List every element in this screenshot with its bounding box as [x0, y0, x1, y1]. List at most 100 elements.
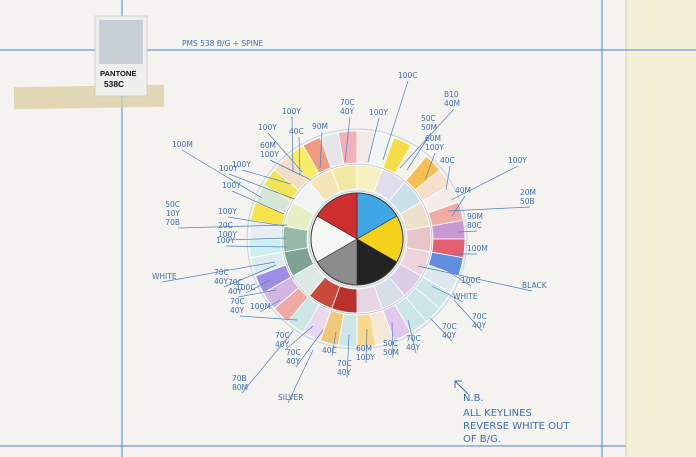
callout-leader	[453, 299, 483, 332]
side-panel	[626, 0, 696, 457]
callout-label: 100Y	[219, 164, 238, 173]
callout-label: 100M	[172, 140, 193, 149]
outer-ring	[248, 130, 466, 348]
callout-leader	[346, 334, 350, 379]
callout-leader	[259, 299, 281, 313]
nb-line-3: OF B/G.	[463, 434, 501, 445]
swatch-color	[99, 20, 143, 64]
callout-label: WHITE	[152, 272, 177, 281]
callout-leader	[223, 264, 277, 288]
callout-leader	[177, 224, 288, 229]
nb-label: N.B.	[463, 393, 484, 404]
color-wheel	[246, 128, 468, 350]
callout-label: 100M	[467, 244, 488, 253]
callout-label: 100Y	[232, 160, 251, 169]
callout-leader	[287, 349, 314, 404]
swatch-code: 538C	[104, 79, 124, 89]
callout-label: 20M 50B	[520, 188, 536, 206]
callout-leader	[451, 195, 466, 217]
callout-label: 90M	[312, 122, 328, 131]
callout-leader	[181, 149, 263, 199]
callout-leader	[319, 131, 323, 169]
callout-leader	[431, 285, 464, 303]
callout-leader	[225, 245, 288, 248]
callout-label: 60M 100Y	[260, 141, 279, 159]
callout-leader	[231, 190, 285, 215]
callout-leader	[269, 159, 312, 181]
callout-leader	[241, 169, 292, 185]
callout-leader	[298, 136, 301, 176]
nb-arrow-head	[454, 380, 462, 388]
callout-label: 50C 50M	[421, 114, 437, 132]
callout-label: SILVER	[278, 393, 303, 402]
callout-leader	[457, 230, 478, 233]
callout-leader	[417, 265, 533, 292]
callout-leader	[447, 206, 531, 212]
callout-leader	[227, 216, 285, 227]
callout-label: 100C	[461, 276, 481, 285]
callout-leader	[429, 317, 453, 342]
callout-leader	[237, 289, 277, 298]
callout-label: 100M	[250, 302, 271, 311]
callout-label: 40C	[289, 127, 304, 136]
callout-leader	[331, 331, 337, 357]
callout-leader	[245, 279, 271, 294]
nb-note: N.B. ALL KEYLINES REVERSE WHITE OUT OF B…	[454, 380, 570, 445]
callout-leader	[424, 152, 436, 181]
nb-arrow-shaft	[454, 380, 469, 395]
callout-leader	[284, 325, 314, 351]
callout-leader	[450, 165, 519, 201]
callout-label: 70B 80M	[232, 374, 248, 392]
callout-label: BLACK	[522, 281, 548, 290]
middle-ring	[282, 164, 432, 314]
callout-leader	[391, 321, 394, 359]
nb-line-1: ALL KEYLINES	[463, 408, 532, 419]
callout-leader	[365, 328, 368, 364]
callout-label: 100Y	[218, 207, 237, 216]
callout-label: 40C	[440, 156, 455, 165]
callout-label: 100C	[236, 283, 256, 292]
callout-label: 60M 100Y	[425, 134, 444, 152]
callout-label: 100Y	[282, 107, 301, 116]
callout-leader	[399, 108, 455, 169]
callout-leader	[227, 237, 287, 241]
callout-leader	[344, 116, 351, 163]
callout-label: 50C 10Y 70B	[165, 200, 180, 227]
callout-leader	[445, 165, 451, 191]
callout-label: 40M	[455, 186, 471, 195]
callout-label: 100Y	[508, 156, 527, 165]
callout-leader	[382, 80, 409, 161]
callout-label: 90M 80C	[467, 212, 483, 230]
callout-labels: 100M 100Y 40C 90M 70C 40Y 100Y 100C B10 40M 50C 50M…	[152, 71, 548, 404]
callout-leader	[291, 116, 294, 173]
callout-leader	[241, 330, 294, 394]
callout-label: WHITE	[453, 292, 478, 301]
callout-leader	[239, 315, 298, 321]
callout-label: 100C	[398, 71, 418, 80]
callout-leader	[267, 132, 303, 173]
callout-leader	[407, 319, 417, 354]
middle-segment	[331, 164, 358, 193]
callout-label: 50C 50M	[383, 339, 399, 357]
center-outline	[310, 192, 404, 286]
pms-note: PMS 538 B/G + SPINE	[182, 39, 263, 48]
swatch-brand: PANTONE	[100, 69, 136, 78]
pantone-swatch: PANTONE 538C	[94, 15, 148, 97]
callout-label: 100Y	[222, 181, 241, 190]
callout-label: 100Y	[258, 123, 277, 132]
callout-label: 60M 100Y	[356, 344, 375, 362]
callout-leader	[295, 329, 324, 368]
callout-leader	[367, 117, 380, 163]
callout-label: 100Y	[369, 108, 388, 117]
callout-leader	[161, 261, 276, 283]
callout-leader	[445, 269, 472, 287]
